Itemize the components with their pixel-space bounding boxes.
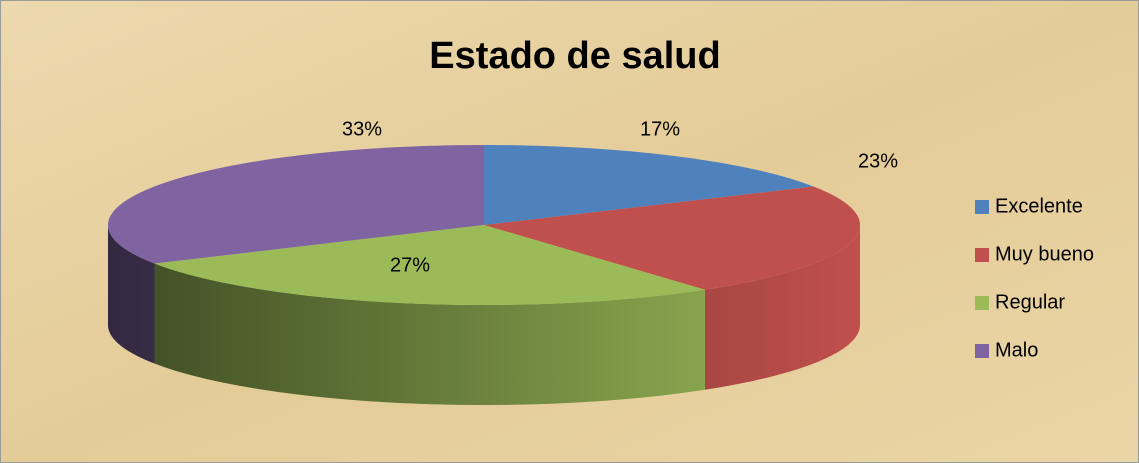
- data-label: 17%: [640, 118, 680, 140]
- data-label: 27%: [390, 254, 430, 276]
- legend-label: Malo: [995, 339, 1038, 361]
- legend-swatch: [975, 200, 989, 214]
- legend-label: Regular: [995, 291, 1065, 313]
- side-shading: [108, 225, 860, 405]
- pie-slice: [154, 225, 706, 305]
- pie-slice: [484, 145, 814, 225]
- legend-label: Muy bueno: [995, 243, 1094, 265]
- legend-swatch: [975, 296, 989, 310]
- pie-slice: [108, 145, 485, 264]
- legend-swatch: [975, 344, 989, 358]
- legend-label: Excelente: [995, 195, 1083, 217]
- data-label: 23%: [858, 150, 898, 172]
- legend-swatch: [975, 248, 989, 262]
- data-label: 33%: [342, 118, 382, 140]
- pie-slice: [484, 186, 860, 290]
- chart-title: Estado de salud: [429, 35, 720, 77]
